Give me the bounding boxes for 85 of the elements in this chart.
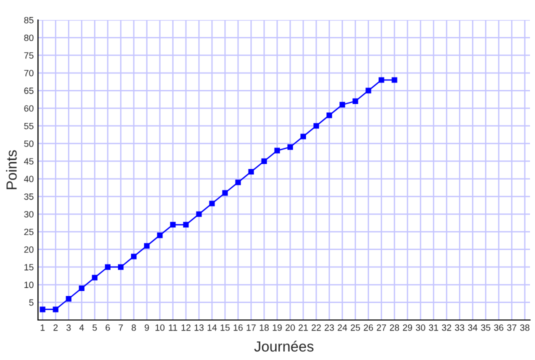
x-tick-label: 30: [416, 324, 426, 331]
x-tick-label: 9: [144, 324, 149, 331]
point: [274, 148, 280, 154]
point: [392, 77, 398, 83]
x-tick-label: 16: [234, 324, 243, 331]
y-tick-label: 70: [24, 70, 34, 76]
x-tick-label: 22: [312, 324, 321, 331]
point: [104, 264, 111, 270]
x-tick-label: 31: [428, 324, 438, 331]
point: [118, 264, 124, 270]
x-tick-label: 26: [364, 324, 374, 331]
point: [287, 144, 293, 150]
y-axis-title: Points: [6, 150, 17, 190]
y-tick-label: 80: [24, 34, 34, 42]
x-tick-label: 25: [350, 324, 360, 331]
y-tick-label: 55: [24, 122, 34, 130]
x-tick-label: 10: [156, 324, 165, 331]
y-tick-label: 15: [24, 264, 34, 270]
y-tick-label: 50: [24, 140, 34, 147]
y-tick-label: 45: [24, 158, 34, 165]
x-tick-label: 29: [402, 324, 412, 331]
point: [313, 123, 320, 129]
point: [222, 190, 228, 196]
y-tick-label: 30: [24, 211, 34, 218]
y-tick-label: 65: [24, 88, 34, 94]
point: [209, 200, 215, 206]
x-tick-label: 2: [54, 324, 58, 331]
x-tick-label: 1: [40, 324, 45, 331]
point: [196, 211, 202, 217]
y-tick-label: 25: [24, 228, 34, 236]
x-tick-label: 3: [66, 324, 71, 331]
y-tick-label: 35: [24, 193, 34, 200]
x-tick-label: 21: [298, 324, 308, 331]
point: [170, 222, 176, 228]
point: [157, 232, 163, 238]
point: [340, 102, 346, 108]
x-tick-label: 6: [106, 324, 110, 331]
x-tick-label: 8: [132, 324, 136, 331]
x-tick-label: 15: [220, 324, 230, 331]
point: [40, 306, 46, 312]
y-tick-label: 5: [29, 299, 34, 306]
point: [261, 158, 267, 164]
y-tick-label: 20: [24, 246, 34, 253]
point: [352, 98, 358, 104]
x-tick-label: 12: [182, 324, 190, 331]
x-tick-label: 34: [468, 324, 478, 331]
point: [366, 88, 372, 94]
y-tick-label: 10: [24, 282, 34, 288]
x-tick-label: 35: [481, 324, 490, 331]
point: [300, 134, 306, 140]
point: [144, 243, 150, 249]
x-tick-label: 11: [168, 324, 178, 331]
x-tick-label: 37: [507, 324, 516, 331]
x-tick-label: 7: [118, 324, 123, 331]
y-tick-label: 85: [24, 16, 34, 24]
x-tick-label: 24: [338, 324, 348, 331]
point: [183, 222, 189, 228]
x-axis-title: Journées: [254, 340, 314, 352]
x-tick-label: 38: [520, 324, 530, 331]
x-tick-label: 17: [246, 324, 256, 331]
point: [235, 180, 241, 186]
point: [52, 306, 58, 312]
x-tick-label: 14: [208, 324, 217, 331]
point: [378, 77, 384, 83]
point: [78, 285, 84, 292]
x-tick-label: 28: [390, 324, 400, 331]
x-tick-label: 32: [442, 324, 452, 331]
y-tick-label: 40: [24, 176, 34, 182]
point: [66, 296, 72, 302]
x-tick-label: 19: [272, 324, 282, 331]
x-tick-label: 5: [92, 324, 97, 331]
x-tick-label: 20: [286, 324, 295, 331]
point: [248, 168, 254, 175]
y-tick-label: 75: [24, 52, 34, 59]
x-tick-label: 23: [324, 324, 334, 331]
x-tick-label: 18: [260, 324, 269, 331]
x-tick-label: 13: [194, 324, 204, 331]
x-tick-label: 4: [79, 324, 84, 331]
x-tick-label: 36: [494, 324, 504, 331]
point: [92, 274, 98, 280]
point: [131, 254, 137, 260]
y-tick-label: 60: [24, 105, 34, 112]
x-tick-label: 27: [376, 324, 386, 331]
x-tick-label: 33: [454, 324, 464, 331]
point: [326, 112, 332, 118]
